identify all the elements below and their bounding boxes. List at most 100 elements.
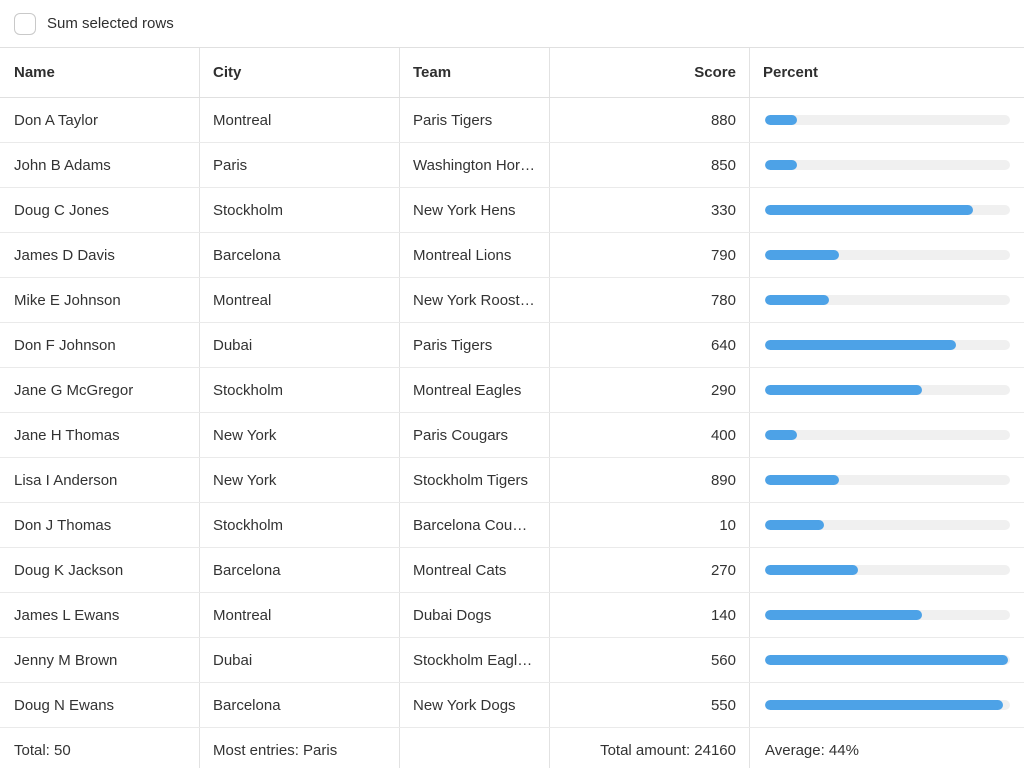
cell-team: Dubai Dogs (400, 593, 550, 637)
cell-name: Jane H Thomas (0, 413, 200, 457)
cell-percent (750, 638, 1024, 682)
cell-percent (750, 593, 1024, 637)
cell-percent (750, 503, 1024, 547)
table-header-row: Name City Team Score Percent (0, 48, 1024, 98)
table-footer-row: Total: 50 Most entries: Paris Total amou… (0, 728, 1024, 768)
table-row[interactable]: Doug N Ewans Barcelona New York Dogs 550 (0, 683, 1024, 728)
cell-team: Paris Tigers (400, 98, 550, 142)
percent-bar-track (765, 385, 1010, 395)
table-row[interactable]: Don F Johnson Dubai Paris Tigers 640 (0, 323, 1024, 368)
cell-score: 560 (550, 638, 750, 682)
cell-name: Lisa I Anderson (0, 458, 200, 502)
cell-score: 10 (550, 503, 750, 547)
cell-city: Barcelona (200, 233, 400, 277)
percent-bar-track (765, 430, 1010, 440)
column-header-name[interactable]: Name (0, 48, 200, 97)
cell-city: New York (200, 458, 400, 502)
cell-name: John B Adams (0, 143, 200, 187)
footer-total: Total: 50 (0, 728, 200, 768)
cell-team: Washington Hor… (400, 143, 550, 187)
toolbar: Sum selected rows (0, 0, 1024, 48)
table-row[interactable]: Mike E Johnson Montreal New York Roost… … (0, 278, 1024, 323)
column-header-percent[interactable]: Percent (763, 64, 819, 81)
cell-team: Paris Tigers (400, 323, 550, 367)
cell-name: Doug N Ewans (0, 683, 200, 727)
cell-team: Montreal Lions (400, 233, 550, 277)
cell-name: Don F Johnson (0, 323, 200, 367)
cell-score: 400 (550, 413, 750, 457)
cell-score: 330 (550, 188, 750, 232)
percent-bar-track (765, 115, 1010, 125)
percent-bar-fill (765, 205, 974, 215)
cell-name: Doug C Jones (0, 188, 200, 232)
table-row[interactable]: Lisa I Anderson New York Stockholm Tiger… (0, 458, 1024, 503)
cell-score: 850 (550, 143, 750, 187)
percent-bar-fill (765, 160, 797, 170)
cell-city: Montreal (200, 98, 400, 142)
table-row[interactable]: Don J Thomas Stockholm Barcelona Cou… 10 (0, 503, 1024, 548)
cell-city: Barcelona (200, 548, 400, 592)
table-row[interactable]: Jane G McGregor Stockholm Montreal Eagle… (0, 368, 1024, 413)
percent-bar-fill (765, 475, 839, 485)
percent-bar-track (765, 295, 1010, 305)
table-row[interactable]: John B Adams Paris Washington Hor… 850 (0, 143, 1024, 188)
cell-score: 270 (550, 548, 750, 592)
cell-name: Jenny M Brown (0, 638, 200, 682)
table-row[interactable]: James D Davis Barcelona Montreal Lions 7… (0, 233, 1024, 278)
cell-name: Jane G McGregor (0, 368, 200, 412)
table-row[interactable]: Doug K Jackson Barcelona Montreal Cats 2… (0, 548, 1024, 593)
percent-bar-track (765, 520, 1010, 530)
cell-name: Mike E Johnson (0, 278, 200, 322)
cell-team: Paris Cougars (400, 413, 550, 457)
cell-percent (750, 143, 1024, 187)
column-header-team[interactable]: Team (400, 48, 550, 97)
cell-percent (750, 188, 1024, 232)
cell-score: 890 (550, 458, 750, 502)
column-header-score[interactable]: Score (550, 48, 750, 97)
percent-bar-fill (765, 340, 957, 350)
cell-percent (750, 458, 1024, 502)
percent-bar-fill (765, 610, 922, 620)
cell-city: Dubai (200, 638, 400, 682)
cell-team: Stockholm Eagl… (400, 638, 550, 682)
cell-team: New York Hens (400, 188, 550, 232)
sum-selected-checkbox-label: Sum selected rows (47, 15, 174, 32)
percent-bar-track (765, 700, 1010, 710)
table-row[interactable]: Doug C Jones Stockholm New York Hens 330 (0, 188, 1024, 233)
table-row[interactable]: Don A Taylor Montreal Paris Tigers 880 (0, 98, 1024, 143)
cell-team: New York Roost… (400, 278, 550, 322)
cell-city: Stockholm (200, 368, 400, 412)
sum-selected-checkbox[interactable] (14, 12, 36, 35)
cell-city: Dubai (200, 323, 400, 367)
percent-bar-track (765, 250, 1010, 260)
percent-bar-fill (765, 565, 859, 575)
cell-percent (750, 278, 1024, 322)
table-row[interactable]: James L Ewans Montreal Dubai Dogs 140 (0, 593, 1024, 638)
cell-name: Don J Thomas (0, 503, 200, 547)
percent-bar-track (765, 160, 1010, 170)
cell-name: Doug K Jackson (0, 548, 200, 592)
cell-percent (750, 548, 1024, 592)
percent-bar-track (765, 475, 1010, 485)
cell-score: 640 (550, 323, 750, 367)
cell-score: 140 (550, 593, 750, 637)
cell-score: 880 (550, 98, 750, 142)
cell-city: Montreal (200, 278, 400, 322)
footer-average: Average: 44% (765, 742, 859, 759)
percent-bar-fill (765, 385, 922, 395)
cell-team: Stockholm Tigers (400, 458, 550, 502)
cell-city: Stockholm (200, 188, 400, 232)
table-row[interactable]: Jenny M Brown Dubai Stockholm Eagl… 560 (0, 638, 1024, 683)
table-row[interactable]: Jane H Thomas New York Paris Cougars 400 (0, 413, 1024, 458)
percent-bar-fill (765, 250, 839, 260)
percent-bar-track (765, 340, 1010, 350)
cell-percent (750, 323, 1024, 367)
cell-city: Montreal (200, 593, 400, 637)
column-header-city[interactable]: City (200, 48, 400, 97)
cell-team: New York Dogs (400, 683, 550, 727)
table-body: Don A Taylor Montreal Paris Tigers 880 J… (0, 98, 1024, 728)
footer-total-amount: Total amount: 24160 (550, 728, 750, 768)
percent-bar-track (765, 205, 1010, 215)
percent-bar-fill (765, 295, 829, 305)
